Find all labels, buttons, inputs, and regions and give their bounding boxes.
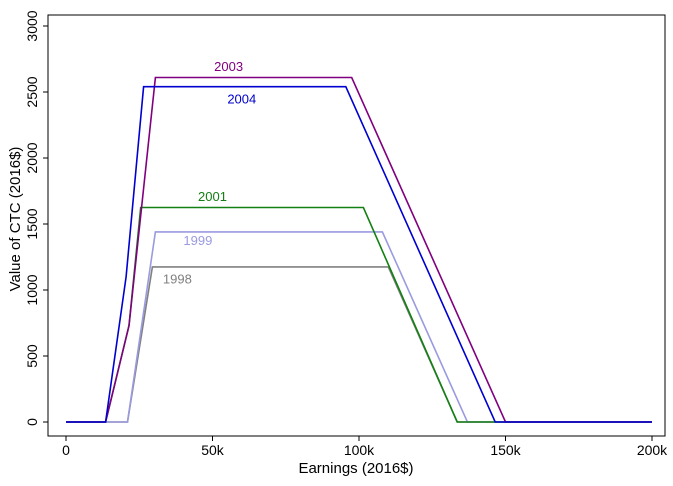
y-axis-title: Value of CTC (2016$)	[7, 147, 24, 292]
y-tick-label: 2000	[24, 142, 40, 173]
series-lines	[66, 76, 652, 423]
x-axis: 0 50k 100k 150k 200k	[62, 436, 668, 458]
x-tick-label: 100k	[344, 442, 375, 458]
series-label-1998: 1998	[163, 271, 192, 286]
plot-frame	[47, 14, 666, 437]
x-tick-label: 150k	[490, 442, 521, 458]
series-line-1999	[66, 231, 652, 423]
y-tick-label: 500	[24, 344, 40, 368]
series-label-2003: 2003	[214, 59, 243, 74]
series-label-2004: 2004	[227, 91, 256, 106]
x-tick-label: 0	[62, 442, 70, 458]
x-axis-title: Earnings (2016$)	[298, 460, 413, 477]
y-tick-label: 2500	[24, 76, 40, 107]
y-tick-label: 0	[24, 418, 40, 426]
x-tick-label: 200k	[637, 442, 668, 458]
x-tick-label: 50k	[201, 442, 225, 458]
y-tick-label: 1500	[24, 208, 40, 239]
series-label-2001: 2001	[198, 189, 227, 204]
series-label-1999: 1999	[183, 233, 212, 248]
y-axis: 0 500 1000 1500 2000 2500 3000	[24, 10, 48, 426]
y-tick-label: 1000	[24, 274, 40, 305]
series-line-2003	[66, 76, 652, 423]
series-line-1998	[66, 266, 652, 423]
y-tick-label: 3000	[24, 10, 40, 41]
series-line-2004	[66, 85, 652, 423]
series-labels: 1998 1999 2001 2003 2004	[163, 59, 256, 287]
